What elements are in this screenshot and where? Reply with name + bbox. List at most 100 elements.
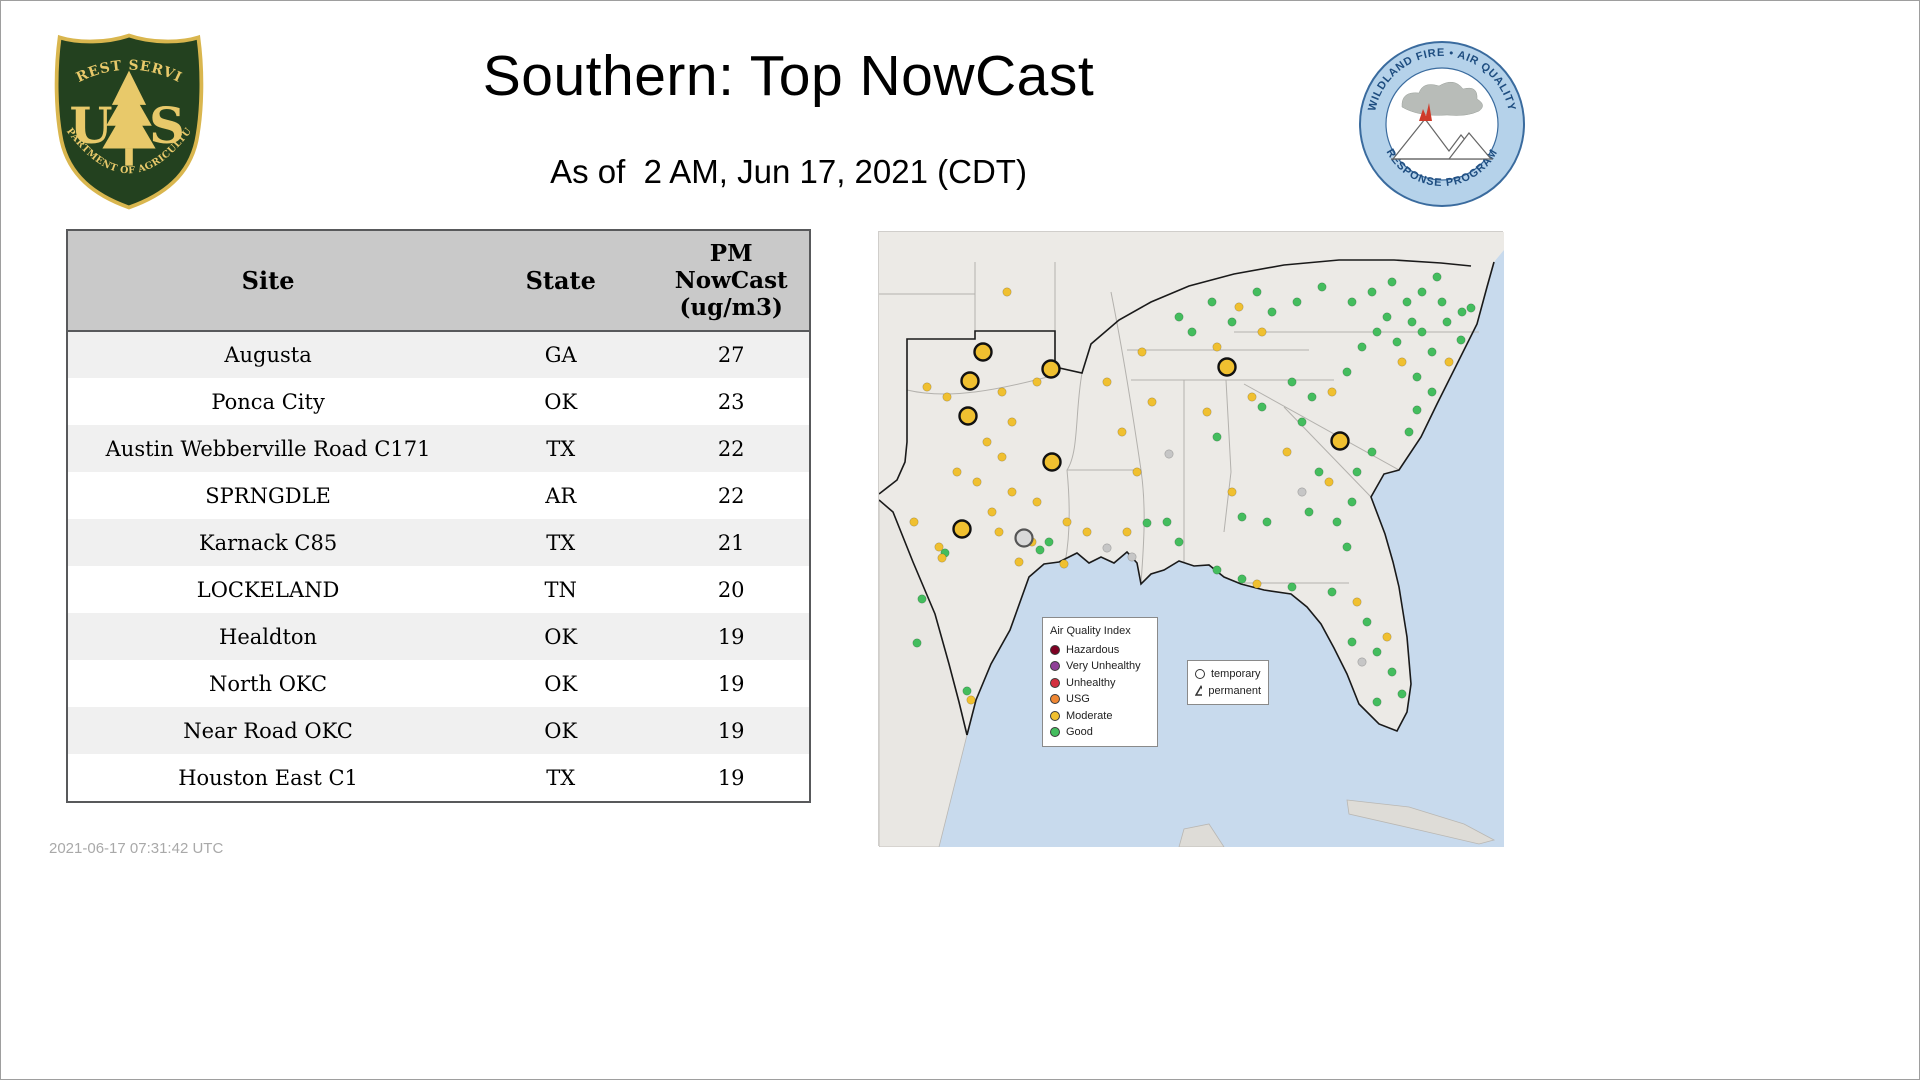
pm-value-cell: 23	[717, 389, 745, 414]
site-cell: Karnack C85	[198, 530, 338, 555]
legend-label: Unhealthy	[1066, 676, 1116, 689]
monitor-dot	[1404, 427, 1414, 437]
monitor-dot	[1397, 689, 1407, 699]
monitor-dot	[987, 507, 997, 517]
monitor-dot	[1292, 297, 1302, 307]
monitor-dot	[1137, 347, 1147, 357]
aqi-swatch-icon	[1050, 710, 1060, 721]
legend-label: Good	[1066, 726, 1093, 738]
monitor-dot	[1234, 302, 1244, 312]
monitor-dot	[952, 467, 962, 477]
aqi-swatch-icon	[1050, 644, 1060, 655]
monitor-dot	[1122, 527, 1132, 537]
monitor-dot	[1227, 317, 1237, 327]
monitor-dot	[1327, 387, 1337, 397]
monitor-dot	[1427, 347, 1437, 357]
mountains-icon	[1391, 118, 1493, 160]
table-row: LOCKELAND TN 20	[68, 566, 809, 613]
monitor-dot	[1174, 537, 1184, 547]
pm-value-cell: 27	[717, 343, 745, 367]
state-cell: GA	[544, 343, 577, 367]
monitor-dot	[1252, 579, 1262, 589]
monitor-dot	[1262, 517, 1272, 527]
monitor-dot	[1237, 574, 1247, 584]
monitor-dot	[1044, 537, 1054, 547]
monitor-dot	[1174, 312, 1184, 322]
monitor-dot	[1082, 527, 1092, 537]
monitor-dot	[1102, 543, 1112, 553]
pm-value-cell: 21	[717, 530, 745, 555]
smoke-icon	[1401, 81, 1483, 116]
monitor-dot	[922, 382, 932, 392]
table-row: Austin Webberville Road C171 TX 22	[68, 425, 809, 472]
legend-label: Very Unhealthy	[1066, 660, 1141, 672]
monitor-dot	[1314, 467, 1324, 477]
temporary-monitor-marker	[952, 519, 972, 539]
wfaqrp-logo: WILDLAND FIRE • AIR QUALITY RESPONSE PRO…	[1357, 39, 1527, 209]
monitor-map: Air Quality Index Hazardous Very Unhealt…	[878, 231, 1504, 847]
temporary-label: temporary	[1211, 668, 1261, 680]
table-row: Near Road OKC OK 19	[68, 707, 809, 754]
monitor-dot	[1317, 282, 1327, 292]
temporary-monitor-marker	[1330, 431, 1350, 451]
temporary-monitor-marker	[1042, 452, 1062, 472]
map-svg	[879, 232, 1504, 847]
legend-item: Unhealthy	[1050, 675, 1150, 692]
wfaqrp-logo-icon: WILDLAND FIRE • AIR QUALITY RESPONSE PRO…	[1359, 41, 1525, 207]
pm-header-line2: NowCast	[674, 266, 788, 294]
pm-value-cell: 19	[717, 671, 745, 696]
aqi-swatch-icon	[1050, 727, 1060, 738]
monitor-dot	[1164, 449, 1174, 459]
temporary-monitor-marker	[1217, 357, 1237, 377]
site-cell: North OKC	[209, 671, 328, 696]
monitor-dot	[1212, 565, 1222, 575]
monitor-dot	[1357, 342, 1367, 352]
monitor-dot	[1257, 327, 1267, 337]
monitor-dot	[1202, 407, 1212, 417]
monitor-dot	[1357, 657, 1367, 667]
monitor-dot	[972, 477, 982, 487]
markers-layer	[909, 272, 1476, 707]
monitor-dot	[1142, 518, 1152, 528]
monitor-dot	[1444, 357, 1454, 367]
legend-item: Very Unhealthy	[1050, 658, 1150, 675]
monitor-dot	[1282, 447, 1292, 457]
legend-label: Hazardous	[1066, 643, 1120, 656]
monitor-dot	[1327, 587, 1337, 597]
monitor-dot	[1257, 402, 1267, 412]
nowcast-table: Site State PM NowCast (ug/m3) Augusta GA…	[66, 229, 811, 803]
table-row: SPRNGDLE AR 22	[68, 472, 809, 519]
permanent-symbol-icon	[1195, 685, 1203, 696]
monitor-dot	[912, 638, 922, 648]
pm-header-line1: PM	[709, 239, 753, 267]
monitor-dot	[1397, 357, 1407, 367]
temporary-monitor-marker	[960, 371, 980, 391]
table-row: Houston East C1 TX 19	[68, 754, 809, 801]
pm-value-cell: 19	[717, 765, 745, 790]
site-cell: Houston East C1	[178, 765, 358, 790]
title-block: Southern: Top NowCast As of 2 AM, Jun 17…	[216, 43, 1361, 190]
state-cell: TX	[546, 530, 576, 555]
state-cell: TN	[544, 577, 577, 602]
monitor-dot	[1402, 297, 1412, 307]
as-of-subtitle: As of 2 AM, Jun 17, 2021 (CDT)	[550, 153, 1027, 190]
state-cell: OK	[544, 389, 578, 414]
monitor-dot	[1267, 307, 1277, 317]
pm-value-cell: 20	[717, 577, 745, 602]
monitor-dot	[917, 594, 927, 604]
state-cell: OK	[544, 624, 578, 649]
monitor-dot	[1417, 327, 1427, 337]
aqi-swatch-icon	[1050, 661, 1060, 672]
table-row: Healdton OK 19	[68, 613, 809, 660]
site-cell: LOCKELAND	[196, 577, 340, 602]
monitor-dot	[962, 686, 972, 696]
legend-item: Moderate	[1050, 708, 1150, 725]
monitor-dot	[1372, 327, 1382, 337]
monitor-dot	[997, 387, 1007, 397]
flame-icon	[1419, 103, 1432, 121]
table-row: Augusta GA 27	[68, 331, 809, 378]
table-header-row: Site State PM NowCast (ug/m3)	[68, 231, 809, 332]
state-cell: TX	[546, 765, 576, 790]
monitor-dot	[1457, 307, 1467, 317]
